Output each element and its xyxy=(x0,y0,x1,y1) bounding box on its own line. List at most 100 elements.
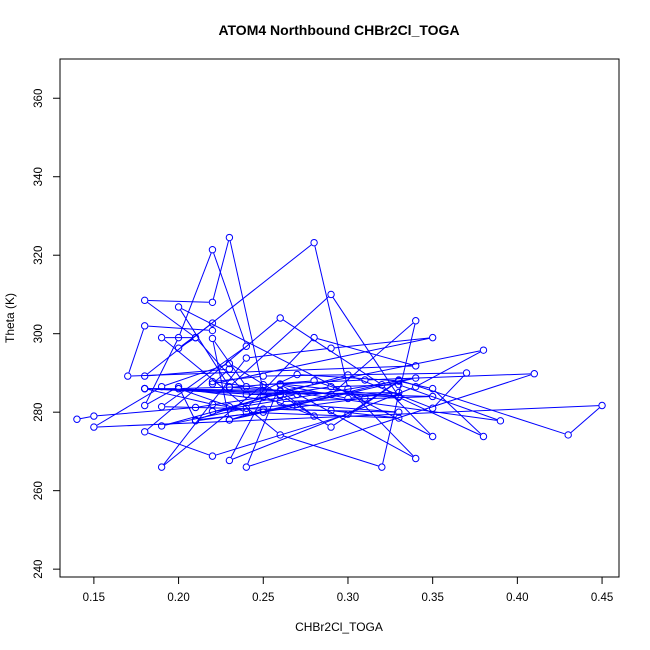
data-point xyxy=(124,372,132,380)
series-segment xyxy=(179,252,212,335)
data-point xyxy=(174,303,183,311)
x-tick-label: 0.25 xyxy=(252,592,274,604)
data-point xyxy=(157,402,166,411)
series-segment xyxy=(283,435,379,467)
x-tick-label: 0.45 xyxy=(591,592,613,604)
y-tick-label: 260 xyxy=(33,481,45,500)
series-segment xyxy=(163,360,245,465)
data-point xyxy=(479,346,488,354)
series-segment xyxy=(147,302,193,336)
data-point xyxy=(242,354,251,362)
series-segment xyxy=(215,404,226,407)
data-point xyxy=(157,333,166,342)
series-segment xyxy=(232,364,278,394)
series-segment xyxy=(266,375,295,390)
series-segment xyxy=(96,388,159,426)
series-segment xyxy=(434,390,482,435)
data-point xyxy=(327,290,335,299)
series-segment xyxy=(333,382,397,426)
data-point xyxy=(412,317,420,325)
data-point xyxy=(361,394,369,402)
series-segment xyxy=(232,387,413,460)
series-segment xyxy=(332,297,398,394)
series-segment xyxy=(231,296,329,385)
data-point xyxy=(259,372,267,380)
series-segment xyxy=(145,340,178,403)
data-point xyxy=(191,417,200,425)
data-point xyxy=(73,415,81,423)
series-segment xyxy=(350,382,397,413)
x-tick-label: 0.35 xyxy=(421,592,443,604)
x-axis: 0.15 0.20 0.25 0.30 0.35 0.40 0.45 xyxy=(83,576,613,604)
data-point xyxy=(310,377,318,385)
x-tick-label: 0.20 xyxy=(167,592,189,604)
data-point xyxy=(412,362,420,370)
data-point xyxy=(225,402,234,411)
data-point xyxy=(479,432,488,441)
data-point xyxy=(90,423,98,431)
series-segment xyxy=(314,246,348,386)
x-tick-label: 0.30 xyxy=(337,592,359,604)
series-segment xyxy=(283,385,413,458)
series-segment xyxy=(249,411,396,419)
series-segment xyxy=(333,322,414,393)
data-point xyxy=(259,381,267,389)
data-point xyxy=(140,322,149,330)
data-point xyxy=(344,410,352,418)
series-segment xyxy=(232,409,261,420)
data-point xyxy=(259,405,267,413)
data-point xyxy=(140,296,149,305)
series-segment xyxy=(402,380,565,435)
data-point xyxy=(208,380,217,388)
data-point xyxy=(395,388,403,397)
data-point xyxy=(310,333,318,342)
data-point xyxy=(208,298,217,307)
y-axis: 240 260 280 300 320 340 360 xyxy=(33,89,61,579)
data-point xyxy=(242,342,251,350)
series-segment xyxy=(334,337,430,349)
data-point xyxy=(412,374,420,382)
data-point xyxy=(276,397,284,406)
data-point xyxy=(564,431,572,439)
series-segment xyxy=(249,374,532,467)
data-point xyxy=(157,422,166,430)
data-point xyxy=(530,370,539,378)
data-point xyxy=(361,376,369,384)
series-segment xyxy=(164,347,244,406)
data-point xyxy=(242,390,251,399)
x-tick-label: 0.15 xyxy=(83,592,105,604)
data-point xyxy=(242,404,251,412)
data-point xyxy=(412,454,420,463)
series-segment xyxy=(249,348,328,359)
data-point xyxy=(208,246,217,254)
series-points xyxy=(73,233,606,471)
series-segment xyxy=(248,339,312,407)
series-segment xyxy=(215,381,497,421)
series-segment xyxy=(402,385,498,421)
data-point xyxy=(225,365,234,373)
series-segment xyxy=(147,432,210,456)
series-segment xyxy=(300,404,396,413)
data-point xyxy=(395,393,403,401)
data-point xyxy=(140,372,149,380)
y-tick-label: 320 xyxy=(33,246,45,265)
data-point xyxy=(225,383,234,392)
data-point xyxy=(598,401,606,410)
series-segment xyxy=(212,240,229,299)
data-point xyxy=(327,406,335,415)
series-lines xyxy=(80,240,600,467)
series-segment xyxy=(147,319,278,430)
chart-title: ATOM4 Northbound CHBr2Cl_TOGA xyxy=(218,22,459,38)
data-point xyxy=(242,382,251,391)
series-segment xyxy=(164,339,278,434)
data-point xyxy=(157,463,166,471)
series-segment xyxy=(80,416,91,420)
data-point xyxy=(157,382,166,391)
data-point xyxy=(293,400,301,409)
series-segment xyxy=(283,350,481,392)
series-segment xyxy=(229,240,263,388)
data-point xyxy=(395,414,403,422)
series-segment xyxy=(164,386,261,466)
series-segment xyxy=(181,308,430,436)
data-point xyxy=(259,386,267,395)
